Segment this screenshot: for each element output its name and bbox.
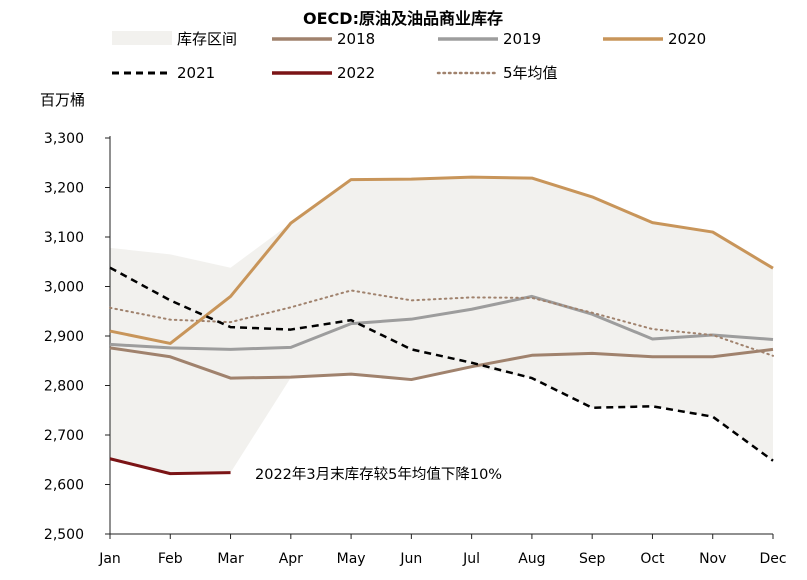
series-line-2021 bbox=[109, 266, 774, 462]
legend-swatch-range-band bbox=[112, 31, 172, 45]
legend-label: 2018 bbox=[337, 30, 375, 48]
legend-item: 2021 bbox=[112, 64, 215, 82]
legend-label: 5年均值 bbox=[503, 64, 558, 82]
x-tick-label: Jul bbox=[462, 551, 480, 567]
x-tick-label: Jan bbox=[98, 551, 121, 567]
x-tick-label: Mar bbox=[217, 551, 244, 567]
legend-item: 5年均值 bbox=[436, 64, 558, 82]
series-line-2019 bbox=[109, 294, 774, 351]
series-line-2022 bbox=[109, 457, 231, 476]
legend-label: 2022 bbox=[337, 64, 375, 82]
legend-item: 2018 bbox=[272, 30, 375, 48]
x-tick-label: Apr bbox=[279, 551, 303, 567]
x-tick-label: Feb bbox=[158, 551, 183, 567]
legend-label: 2019 bbox=[503, 30, 541, 48]
annotation-text: 2022年3月末库存较5年均值下降10% bbox=[255, 465, 502, 483]
y-tick-label: 2,800 bbox=[44, 379, 84, 395]
legend-item: 2019 bbox=[438, 30, 541, 48]
y-tick-label: 3,300 bbox=[44, 131, 84, 147]
chart-title: OECD:原油及油品商业库存 bbox=[303, 9, 503, 28]
range-band bbox=[110, 177, 773, 474]
legend-label: 2020 bbox=[668, 30, 706, 48]
plot-area: 2,500 2,600 2,700 2,800 2,900 3,000 3,100 3,200… bbox=[44, 131, 787, 567]
x-tick-label: May bbox=[337, 551, 366, 567]
tick-labels: 2,500 2,600 2,700 2,800 2,900 3,000 3,100 3,200… bbox=[44, 131, 787, 567]
legend-label: 2021 bbox=[177, 64, 215, 82]
range-band-layer bbox=[110, 177, 773, 474]
legend: 库存区间 2018 2019 2020 2021 2022 5年均值 bbox=[112, 30, 706, 82]
x-tick-label: Aug bbox=[518, 551, 545, 567]
x-tick-label: Oct bbox=[640, 551, 665, 567]
x-tick-label: Sep bbox=[579, 551, 606, 567]
legend-item: 2020 bbox=[603, 30, 706, 48]
y-tick-label: 2,700 bbox=[44, 428, 84, 444]
y-tick-label: 3,200 bbox=[44, 181, 84, 197]
y-tick-label: 2,600 bbox=[44, 478, 84, 494]
y-axis-unit-label: 百万桶 bbox=[40, 91, 85, 109]
series-line-2018 bbox=[109, 346, 774, 382]
series-line-2020 bbox=[109, 175, 774, 345]
legend-item: 2022 bbox=[272, 64, 375, 82]
y-tick-label: 3,000 bbox=[44, 280, 84, 296]
x-tick-label: Jun bbox=[399, 551, 422, 567]
x-tick-label: Dec bbox=[759, 551, 786, 567]
legend-item: 库存区间 bbox=[112, 30, 237, 48]
x-tick-label: Nov bbox=[699, 551, 726, 567]
y-tick-label: 2,900 bbox=[44, 329, 84, 345]
axes bbox=[105, 136, 774, 539]
y-tick-label: 2,500 bbox=[44, 527, 84, 543]
series-layer bbox=[109, 175, 774, 476]
legend-label: 库存区间 bbox=[177, 30, 237, 48]
y-tick-label: 3,100 bbox=[44, 230, 84, 246]
